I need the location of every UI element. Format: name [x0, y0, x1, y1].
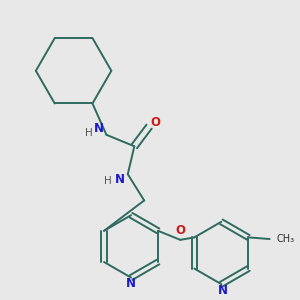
- Text: O: O: [150, 116, 160, 129]
- Text: H: H: [85, 128, 92, 138]
- Text: N: N: [218, 284, 228, 297]
- Text: N: N: [126, 277, 136, 290]
- Text: H: H: [103, 176, 111, 186]
- Text: CH₃: CH₃: [277, 234, 295, 244]
- Text: O: O: [175, 224, 185, 237]
- Text: N: N: [115, 172, 124, 186]
- Text: N: N: [94, 122, 104, 135]
